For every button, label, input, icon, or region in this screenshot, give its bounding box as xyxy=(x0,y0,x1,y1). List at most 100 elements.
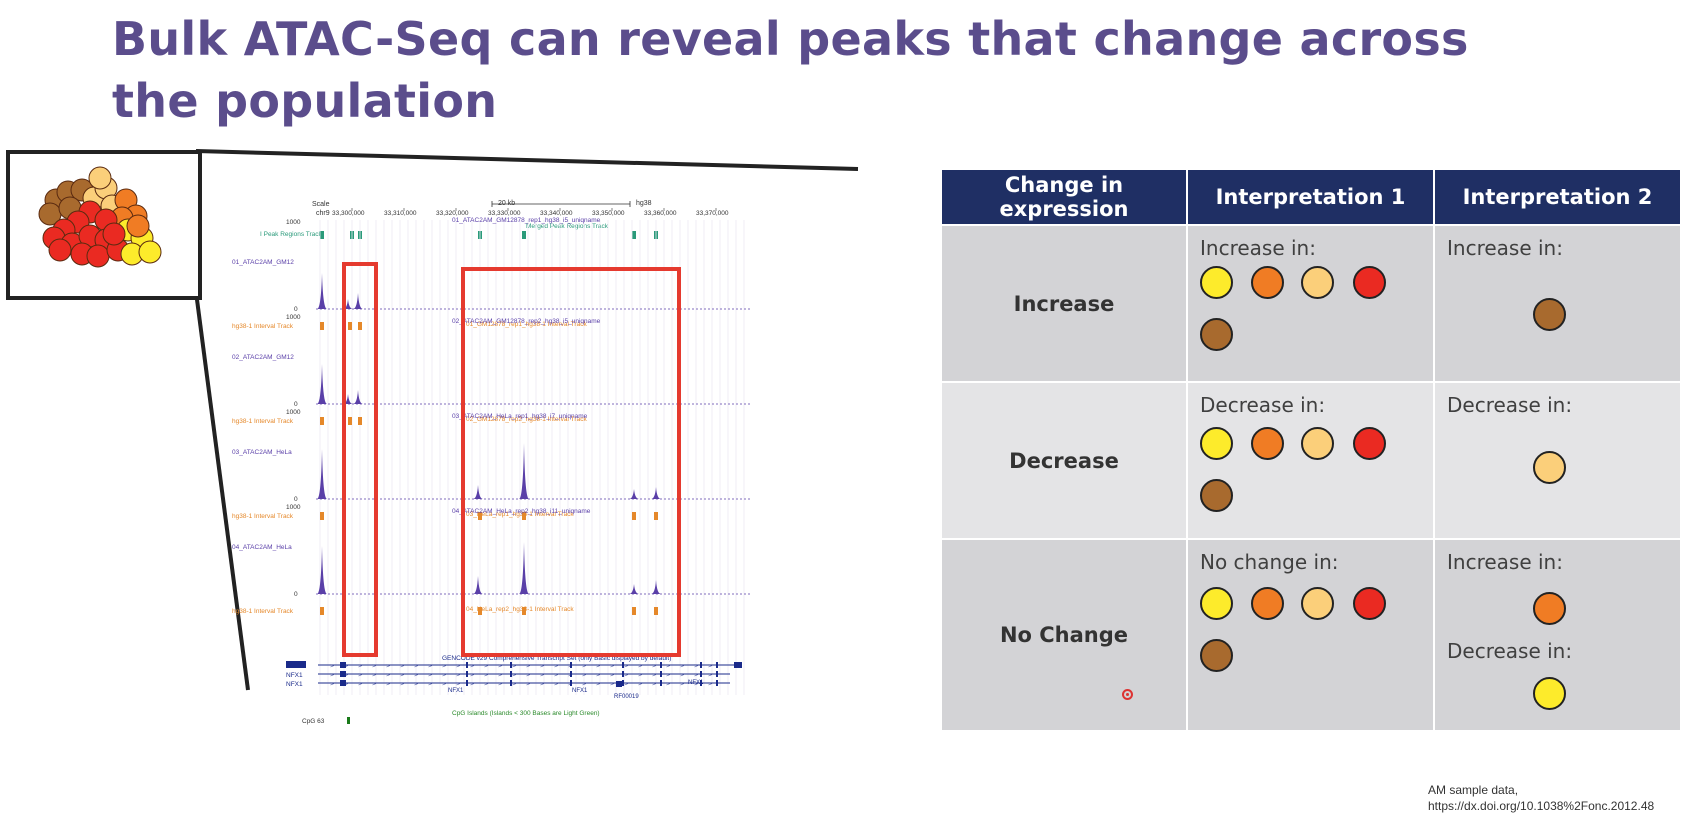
interval-mark xyxy=(358,322,362,330)
gene-strand-arrow: > xyxy=(596,673,600,679)
svg-text:Scale: Scale xyxy=(312,201,330,208)
svg-text:hg38: hg38 xyxy=(636,200,652,207)
gene-strand-arrow: > xyxy=(470,664,474,670)
signal-peak xyxy=(629,584,639,594)
header-interp1: Interpretation 1 xyxy=(1186,168,1435,226)
signal-peak xyxy=(353,293,363,309)
gene-strand-arrow: > xyxy=(666,682,670,688)
interval-mark xyxy=(320,322,324,330)
gene-strand-arrow: > xyxy=(484,664,488,670)
gene-inline-label: NFX1 xyxy=(688,680,704,686)
gene-strand-arrow: > xyxy=(372,664,376,670)
track-side-label: 02_ATAC2AM_GM12 xyxy=(232,354,294,361)
gene-strand-arrow: > xyxy=(470,673,474,679)
gene-strand-arrow: > xyxy=(708,673,712,679)
peak-region-mark xyxy=(320,231,324,239)
gene-strand-arrow: > xyxy=(540,682,544,688)
axis-max-label: 1000 xyxy=(286,409,301,416)
signal-peak xyxy=(473,576,483,594)
gene-exon xyxy=(570,662,572,668)
gene-exon xyxy=(340,680,346,686)
gene-strand-arrow: > xyxy=(442,682,446,688)
gene-strand-arrow: > xyxy=(358,673,362,679)
cell-label: Decrease in: xyxy=(1447,639,1573,663)
interval-mark xyxy=(320,607,324,615)
gene-strand-arrow: > xyxy=(610,673,614,679)
gene-strand-arrow: > xyxy=(708,664,712,670)
interval-title: 03_HeLa_rep1_hg38-1 Interval Track xyxy=(466,511,574,518)
cell-decrease-interp1: Decrease in: xyxy=(1186,381,1435,540)
gene-strand-arrow: > xyxy=(708,682,712,688)
gene-strand-arrow: > xyxy=(596,664,600,670)
gene-strand-arrow: > xyxy=(596,682,600,688)
gene-strand-arrow: > xyxy=(330,682,334,688)
gene-strand-arrow: > xyxy=(344,673,348,679)
gene-label: NFX1 xyxy=(286,672,303,679)
credit-line-2: https://dx.doi.org/10.1038%2Fonc.2012.48 xyxy=(1428,799,1655,813)
gene-strand-arrow: > xyxy=(428,673,432,679)
gene-exon xyxy=(510,671,512,677)
gene-strand-arrow: > xyxy=(386,664,390,670)
gene-strand-arrow: > xyxy=(638,664,642,670)
gene-strand-arrow: > xyxy=(400,682,404,688)
gene-exon xyxy=(700,671,702,677)
gene-strand-arrow: > xyxy=(526,682,530,688)
brown-cell-dot xyxy=(1200,639,1233,672)
interval-mark xyxy=(358,417,362,425)
gene-strand-arrow: > xyxy=(358,682,362,688)
coordinate-label: 33,360,000 xyxy=(644,210,677,217)
row-label-increase: Increase xyxy=(940,224,1188,383)
gene-inline-label: NFX1 xyxy=(572,688,588,694)
svg-text:chr9: chr9 xyxy=(316,210,330,217)
interval-side-label: hg38-1 Interval Track xyxy=(232,418,294,425)
axis-min-label: 0 xyxy=(294,306,298,313)
gene-strand-arrow: > xyxy=(386,673,390,679)
gene-strand-arrow: > xyxy=(652,682,656,688)
gene-strand-arrow: > xyxy=(666,673,670,679)
gene-strand-arrow: > xyxy=(344,664,348,670)
interval-mark xyxy=(522,512,526,520)
gene-strand-arrow: > xyxy=(540,664,544,670)
gene-strand-arrow: > xyxy=(694,682,698,688)
scale-ruler: Scale chr9 20 kb hg38 33,300,000 33,310,0… xyxy=(312,200,729,217)
interval-title: 01_GM12878_rep1_hg38-1 Interval Track xyxy=(466,321,587,328)
coordinate-label: 33,350,000 xyxy=(592,210,625,217)
browser-grid xyxy=(319,220,745,695)
cluster-cell xyxy=(86,244,110,268)
gene-exon xyxy=(570,671,572,677)
interval-mark xyxy=(320,417,324,425)
signal-peak xyxy=(343,299,353,309)
signal-track: 01_ATAC2AM_GM12 01_ATAC2AM_GM12878_rep1_h… xyxy=(232,217,750,330)
light-orange-cell-dot xyxy=(1533,451,1566,484)
gene-strand-arrow: > xyxy=(512,673,516,679)
gene-strand-arrow: > xyxy=(610,682,614,688)
gene-strand-arrow: > xyxy=(484,682,488,688)
svg-text:20 kb: 20 kb xyxy=(498,200,515,207)
cell-increase-interp1: Increase in: xyxy=(1186,224,1435,383)
gene-strand-arrow: > xyxy=(526,664,530,670)
interval-side-label: hg38-1 Interval Track xyxy=(232,323,294,330)
gene-strand-arrow: > xyxy=(652,673,656,679)
red-cell-dot xyxy=(1353,427,1386,460)
gene-strand-arrow: > xyxy=(554,682,558,688)
track-title: 04_ATAC2AM_HeLa_rep2_hg38_i11_uniqname xyxy=(452,508,591,515)
gene-strand-arrow: > xyxy=(442,664,446,670)
cell-label: No change in: xyxy=(1200,550,1339,574)
yellow-cell-dot xyxy=(1200,427,1233,460)
cluster-cell xyxy=(126,214,150,238)
gene-strand-arrow: > xyxy=(330,664,334,670)
signal-peak xyxy=(343,394,353,404)
gene-exon xyxy=(660,662,662,668)
gene-strand-arrow: > xyxy=(400,673,404,679)
signal-peak xyxy=(353,390,363,404)
gene-inline-label: NFX1 xyxy=(448,688,464,694)
cell-increase-interp2: Increase in: xyxy=(1433,224,1682,383)
cell-nochange-interp2: Increase in: Decrease in: xyxy=(1433,538,1682,732)
coordinate-label: 33,300,000 xyxy=(332,210,365,217)
gene-strand-arrow: > xyxy=(638,673,642,679)
axis-min-label: 0 xyxy=(294,591,298,598)
track-side-label: 04_ATAC2AM_HeLa xyxy=(232,544,292,551)
signal-peak xyxy=(473,485,483,499)
gene-strand-arrow: > xyxy=(610,664,614,670)
interval-title: 02_GM12878_rep2_hg38-1 Interval Track xyxy=(466,416,587,423)
